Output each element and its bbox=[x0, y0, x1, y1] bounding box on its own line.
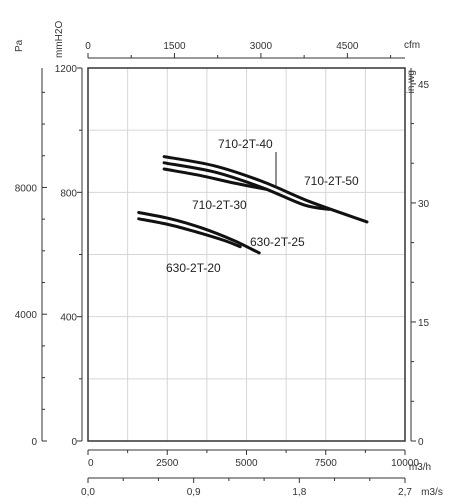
y-axis-inwg-unit: in wg bbox=[406, 70, 417, 93]
x-axis-cfm-tick-label: 3000 bbox=[250, 41, 273, 52]
curve-label-630-2t-25: 630-2T-25 bbox=[250, 235, 305, 249]
y-axis-inwg-tick-label: 15 bbox=[418, 318, 430, 329]
curve-710-2t-30 bbox=[162, 167, 267, 191]
x-axis-m3h-tick-label: 0 bbox=[88, 458, 94, 469]
curve-label-710-2t-50: 710-2T-50 bbox=[304, 174, 359, 188]
y-axis-mmh2o-tick-label: 1200 bbox=[55, 64, 78, 75]
x-axis-m3s-tick-label: 0,0 bbox=[81, 487, 95, 498]
x-axis-m3s-unit: m3/s bbox=[421, 487, 443, 498]
y-axis-inwg-tick-label: 45 bbox=[418, 80, 430, 91]
x-axis-m3s-tick-label: 2,7 bbox=[398, 487, 412, 498]
x-axis-cfm-unit: cfm bbox=[404, 40, 420, 51]
x-axis-cfm-tick-label: 4500 bbox=[336, 41, 359, 52]
curve-630-2t-20 bbox=[137, 217, 242, 249]
x-axis-m3h-tick-label: 7500 bbox=[315, 458, 338, 469]
x-axis-m3h-tick-label: 2500 bbox=[156, 458, 179, 469]
curve-630-2t-25 bbox=[137, 211, 261, 255]
y-axis-inwg-tick-label: 0 bbox=[418, 437, 424, 448]
curve-label-630-2t-20: 630-2T-20 bbox=[166, 261, 221, 275]
curve-labels: 710-2T-40 710-2T-50 710-2T-30 630-2T-25 630-… bbox=[166, 137, 359, 275]
grid bbox=[87, 67, 406, 442]
x-axis-m3s-tick-label: 0,9 bbox=[187, 487, 201, 498]
y-axis-pa-tick-label: 4000 bbox=[15, 310, 38, 321]
y-axis-mmh2o-tick-label: 400 bbox=[60, 313, 77, 324]
curve-label-710-2t-30: 710-2T-30 bbox=[192, 198, 247, 212]
x-axis-cfm-tick-label: 0 bbox=[85, 41, 91, 52]
x-axis-m3h-unit: m3/h bbox=[409, 462, 431, 473]
y-axis-pa-tick-label: 0 bbox=[31, 437, 37, 448]
x-axis-m3s-tick-label: 1,8 bbox=[292, 487, 306, 498]
x-axis-cfm-tick-label: 1500 bbox=[163, 41, 186, 52]
y-axis-pa-tick-label: 8000 bbox=[15, 183, 38, 194]
x-axis-m3h-tick-label: 10000 bbox=[391, 458, 419, 469]
x-axis-m3h-tick-label: 5000 bbox=[235, 458, 258, 469]
plot-frame bbox=[87, 67, 406, 442]
y-axis-mmh2o-tick-label: 800 bbox=[60, 188, 77, 199]
curves bbox=[137, 155, 369, 255]
y-axis-inwg-tick-label: 30 bbox=[418, 199, 430, 210]
curve-label-710-2t-40: 710-2T-40 bbox=[218, 137, 273, 151]
y-axis-mmh2o-tick-label: 0 bbox=[71, 437, 77, 448]
y-axis-pa-unit: Pa bbox=[14, 39, 25, 52]
y-axis-mmh2o-unit: mmH2O bbox=[54, 21, 65, 58]
